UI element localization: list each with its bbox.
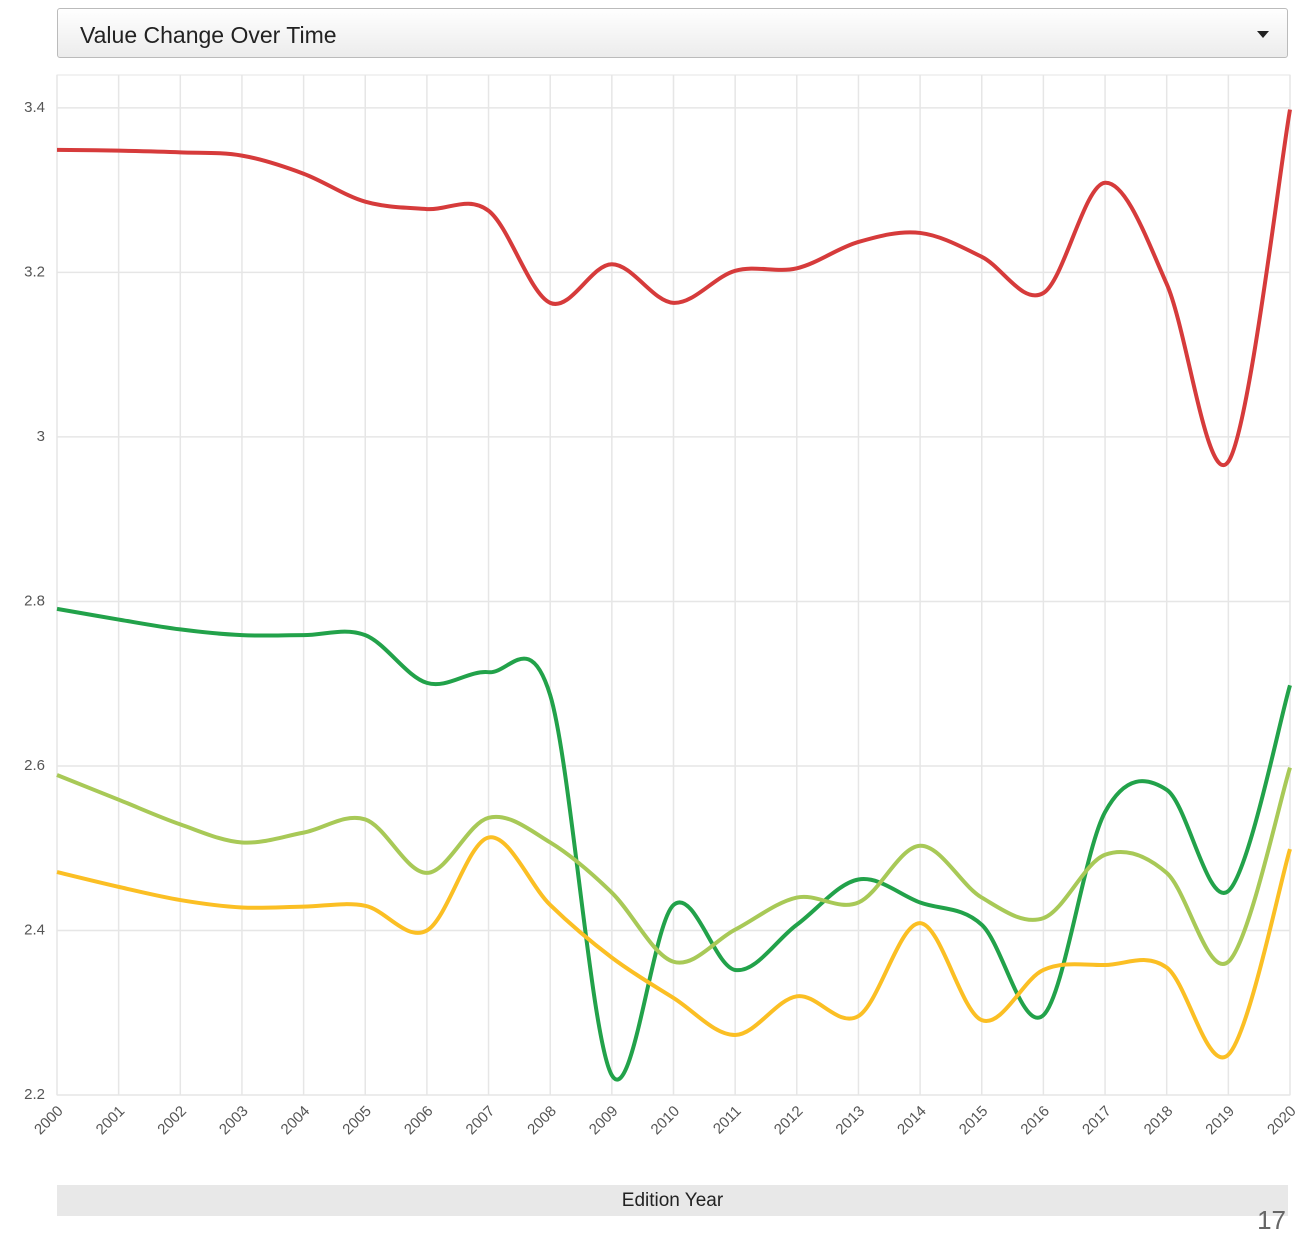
y-tick-label: 2.4 <box>24 921 45 938</box>
x-tick-label: 2014 <box>894 1103 930 1139</box>
x-tick-label: 2009 <box>586 1103 622 1139</box>
x-axis-title: Edition Year <box>57 1185 1288 1216</box>
x-tick-label: 2005 <box>339 1103 375 1139</box>
data-line <box>56 606 1292 1082</box>
x-tick-label: 2011 <box>710 1103 745 1138</box>
x-tick-label: 2012 <box>771 1103 807 1139</box>
x-tick-label: 2020 <box>1264 1103 1300 1139</box>
x-tick-label: 2007 <box>463 1103 499 1139</box>
y-tick-label: 3.4 <box>24 99 45 116</box>
x-tick-label: 2015 <box>956 1103 992 1139</box>
x-tick-label: 2008 <box>524 1103 560 1139</box>
y-tick-label: 2.2 <box>24 1086 45 1103</box>
x-tick-label: 2001 <box>93 1103 129 1139</box>
x-tick-label: 2016 <box>1017 1103 1053 1139</box>
y-tick-label: 3 <box>37 428 45 445</box>
data-line <box>56 767 1292 966</box>
x-tick-label: 2017 <box>1079 1103 1115 1139</box>
x-tick-label: 2018 <box>1141 1103 1177 1139</box>
x-tick-label: 2019 <box>1202 1103 1238 1139</box>
x-tick-label: 2006 <box>401 1103 437 1139</box>
y-tick-label: 2.6 <box>24 757 45 774</box>
selector-label: Value Change Over Time <box>80 22 337 48</box>
chart: 2.2 2.4 2.6 2.8 3 3.2 3.4 2000 2001 2002 2003 2004 2… <box>24 74 1300 1139</box>
page-number: 17 <box>1257 1205 1286 1234</box>
x-tick-label: 2004 <box>278 1103 314 1139</box>
y-tick-label: 3.2 <box>24 263 45 280</box>
data-line <box>56 835 1292 1060</box>
x-tick-label: 2013 <box>832 1103 868 1139</box>
y-tick-label: 2.8 <box>24 592 45 609</box>
x-tick-label: 2010 <box>648 1103 684 1139</box>
x-tick-label: 2003 <box>216 1103 252 1139</box>
caret <box>1257 31 1269 38</box>
x-tick-label: 2000 <box>31 1103 67 1139</box>
chart-selector[interactable]: Value Change Over Time <box>57 8 1288 58</box>
x-tick-label: 2002 <box>154 1103 190 1139</box>
data-line <box>56 109 1292 467</box>
